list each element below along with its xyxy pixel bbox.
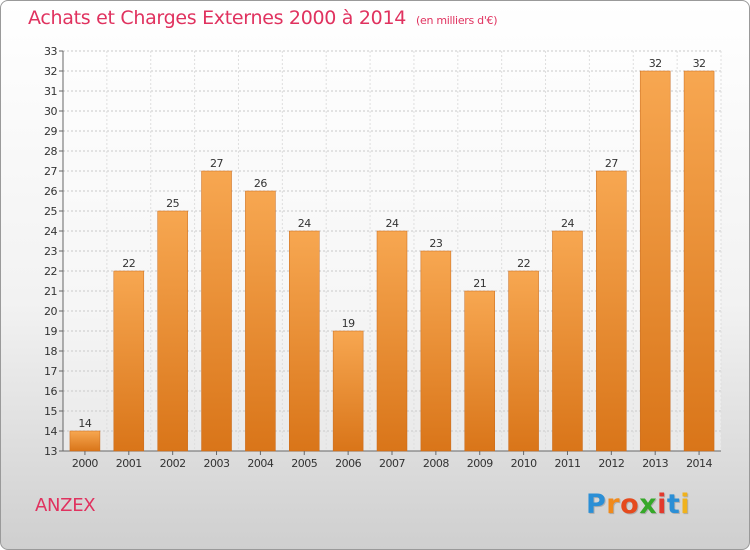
bar	[683, 70, 715, 452]
chart-unit-label: (en milliers d'€)	[416, 14, 498, 27]
bar	[289, 230, 320, 452]
data-label: 19	[342, 317, 355, 330]
y-tick-label: 16	[44, 385, 57, 398]
x-tick-label: 2004	[247, 457, 273, 470]
x-tick-label: 2003	[204, 457, 230, 470]
chart-title-text: Achats et Charges Externes 2000 à 2014	[28, 7, 407, 29]
x-tick-label: 2011	[554, 457, 580, 470]
data-label: 24	[298, 217, 311, 230]
x-tick-label: 2009	[467, 457, 493, 470]
x-tick-label: 2001	[116, 457, 142, 470]
x-tick-label: 2012	[598, 457, 624, 470]
data-label: 24	[561, 217, 574, 230]
data-label: 24	[386, 217, 399, 230]
y-tick-label: 17	[44, 365, 57, 378]
y-tick-label: 27	[44, 165, 57, 178]
bar	[639, 70, 671, 452]
bar	[420, 250, 452, 452]
data-label: 14	[78, 417, 91, 430]
y-tick-label: 20	[44, 305, 57, 318]
data-label: 22	[122, 257, 135, 270]
y-tick-label: 30	[44, 105, 57, 118]
logo-letter: r	[606, 489, 621, 520]
x-tick-label: 2005	[291, 457, 317, 470]
x-tick-label: 2006	[335, 457, 361, 470]
data-label: 32	[693, 57, 706, 70]
y-tick-label: 22	[44, 265, 57, 278]
y-tick-label: 21	[44, 285, 57, 298]
y-tick-label: 14	[44, 425, 57, 438]
commune-name: ANZEX	[35, 495, 96, 516]
y-tick-label: 13	[44, 445, 57, 458]
proxiti-logo: Proxiti	[586, 489, 690, 520]
y-tick-label: 31	[44, 85, 57, 98]
y-tick-label: 29	[44, 125, 57, 138]
x-tick-label: 2013	[642, 457, 668, 470]
y-tick-label: 15	[44, 405, 57, 418]
bar	[69, 430, 101, 452]
data-label: 32	[649, 57, 662, 70]
y-tick-label: 19	[44, 325, 57, 338]
x-tick-label: 2010	[511, 457, 537, 470]
data-label: 27	[210, 157, 223, 170]
x-tick-label: 2008	[423, 457, 449, 470]
logo-letter: i	[657, 489, 667, 520]
data-label: 22	[517, 257, 530, 270]
bar	[201, 170, 232, 452]
logo-letter: i	[680, 489, 691, 520]
bar	[157, 210, 188, 452]
x-tick-label: 2002	[160, 457, 186, 470]
bar	[113, 270, 145, 452]
data-label: 26	[254, 177, 267, 190]
data-label: 25	[166, 197, 179, 210]
bar	[596, 170, 627, 452]
x-tick-label: 2000	[72, 457, 98, 470]
y-tick-label: 25	[44, 205, 57, 218]
data-label: 23	[429, 237, 442, 250]
bar	[552, 230, 583, 452]
y-tick-label: 26	[44, 185, 57, 198]
bar	[508, 270, 539, 452]
bar	[245, 190, 276, 452]
bar	[376, 230, 408, 452]
y-tick-label: 28	[44, 145, 57, 158]
x-tick-label: 2007	[379, 457, 405, 470]
bar	[464, 290, 495, 452]
bar	[332, 330, 364, 452]
data-label: 21	[473, 277, 486, 290]
y-tick-label: 32	[44, 65, 57, 78]
y-tick-label: 23	[44, 245, 57, 258]
chart-title: Achats et Charges Externes 2000 à 2014 (e…	[28, 7, 498, 29]
y-tick-label: 18	[44, 345, 57, 358]
logo-letter: x	[639, 489, 658, 520]
logo-letter: o	[620, 489, 640, 520]
logo-letter: P	[586, 489, 607, 520]
y-tick-label: 33	[44, 45, 57, 58]
x-tick-label: 2014	[686, 457, 712, 470]
y-tick-label: 24	[44, 225, 57, 238]
data-label: 27	[605, 157, 618, 170]
logo-letter: t	[666, 489, 681, 520]
